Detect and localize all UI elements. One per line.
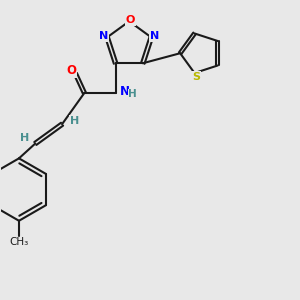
Text: CH₃: CH₃ <box>9 237 28 247</box>
Text: S: S <box>192 72 200 82</box>
Text: O: O <box>66 64 76 76</box>
Text: N: N <box>119 85 130 98</box>
Text: H: H <box>128 89 137 100</box>
Text: H: H <box>70 116 79 126</box>
Text: N: N <box>99 31 108 41</box>
Text: H: H <box>20 133 29 143</box>
Text: N: N <box>150 31 159 41</box>
Text: O: O <box>126 15 135 25</box>
